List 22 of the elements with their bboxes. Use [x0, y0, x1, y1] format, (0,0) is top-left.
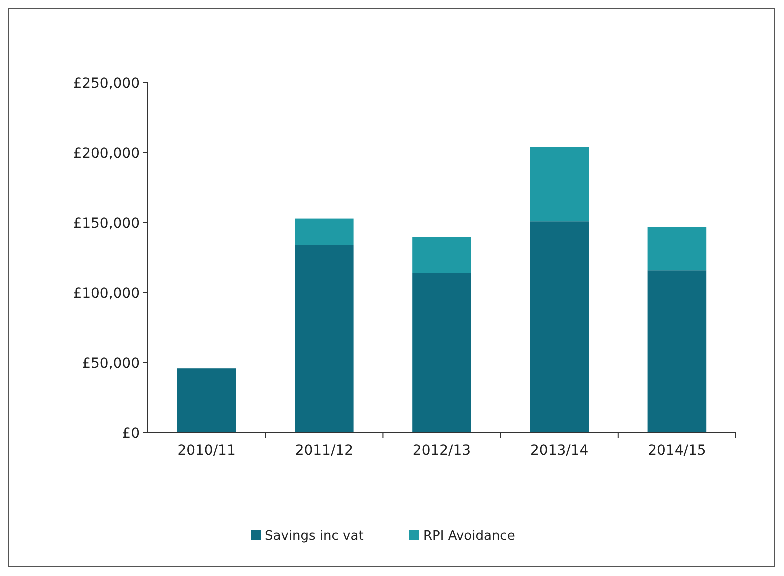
bar — [648, 227, 707, 271]
bar — [295, 245, 354, 433]
x-tick-label: 2010/11 — [178, 443, 236, 459]
bar — [412, 273, 472, 433]
bar — [177, 368, 236, 433]
x-tick-label: 2014/15 — [648, 443, 706, 459]
bar — [530, 147, 589, 222]
bar — [295, 218, 354, 246]
bar — [412, 237, 472, 274]
y-tick-label: £50,000 — [82, 356, 140, 372]
bar — [648, 270, 707, 433]
legend-label: Savings inc vat — [265, 529, 364, 544]
y-tick-label: £0 — [122, 426, 140, 442]
y-tick-label: £100,000 — [73, 286, 140, 302]
y-tick-label: £150,000 — [73, 216, 140, 232]
legend-label: RPI Avoidance — [424, 529, 516, 544]
bar — [530, 222, 589, 433]
y-tick-label: £200,000 — [73, 146, 140, 162]
x-tick-label: 2011/12 — [295, 443, 354, 459]
x-tick-label: 2012/13 — [412, 443, 472, 459]
x-tick-label: 2013/14 — [530, 443, 589, 459]
y-tick-label: £250,000 — [73, 76, 140, 92]
